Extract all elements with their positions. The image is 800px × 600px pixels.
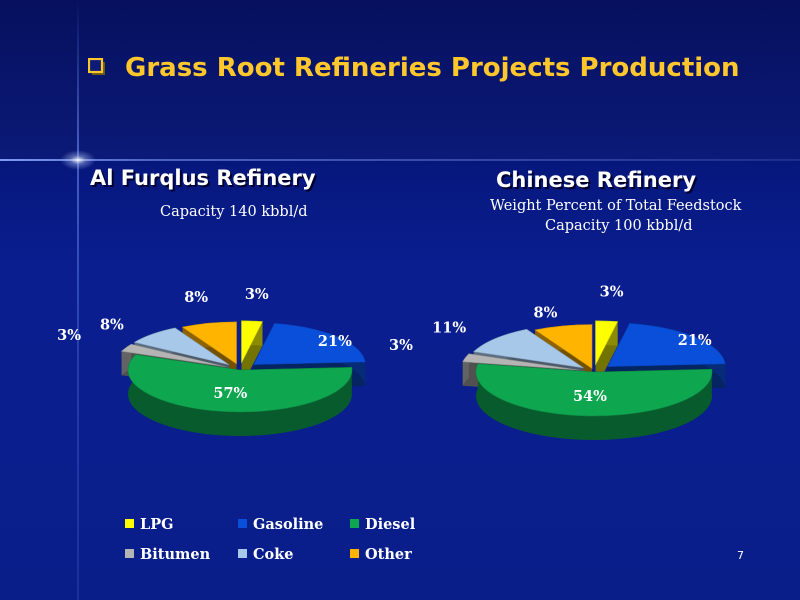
data-label-coke: 11% bbox=[432, 320, 466, 337]
legend-swatch-lpg bbox=[125, 519, 134, 528]
legend-swatch-diesel bbox=[350, 519, 359, 528]
chart-subtitle-chinese-line2: Capacity 100 kbbl/d bbox=[545, 218, 693, 234]
data-label-coke: 8% bbox=[100, 316, 124, 333]
header-band bbox=[0, 0, 800, 160]
data-label-lpg: 3% bbox=[600, 283, 624, 300]
pie-slice-diesel bbox=[475, 363, 713, 440]
decor-horizontal-line bbox=[0, 159, 800, 161]
legend-label: LPG bbox=[140, 516, 174, 533]
checkbox-bullet-icon bbox=[88, 58, 105, 75]
legend-label: Bitumen bbox=[140, 546, 211, 563]
slide-title: Grass Root Refineries Projects Productio… bbox=[125, 53, 740, 83]
data-label-bitumen: 3% bbox=[57, 327, 81, 344]
data-label-diesel: 57% bbox=[213, 385, 247, 402]
decor-sparkle bbox=[60, 150, 96, 170]
legend-item-lpg: LPG bbox=[125, 516, 173, 533]
legend-swatch-other bbox=[350, 549, 359, 558]
data-label-diesel: 54% bbox=[573, 388, 607, 405]
legend-label: Coke bbox=[253, 546, 294, 563]
legend-swatch-gasoline bbox=[238, 519, 247, 528]
page-number: 7 bbox=[737, 549, 744, 562]
data-label-lpg: 3% bbox=[245, 286, 269, 303]
data-label-other: 8% bbox=[184, 289, 208, 306]
legend-label: Other bbox=[365, 546, 412, 563]
chart-title-chinese: Chinese Refinery bbox=[496, 168, 697, 192]
data-label-gasoline: 21% bbox=[318, 333, 352, 350]
pie-slice-diesel bbox=[127, 354, 353, 436]
data-label-bitumen: 3% bbox=[389, 337, 413, 354]
legend-item-gasoline: Gasoline bbox=[238, 516, 323, 533]
legend-item-other: Other bbox=[350, 546, 412, 563]
pie-chart-chinese: 3% 21% 54% 3% 11% 8% bbox=[389, 283, 726, 440]
chart-title-al-furqlus: Al Furqlus Refinery bbox=[90, 166, 316, 190]
decor-vertical-line bbox=[77, 0, 79, 600]
legend-label: Diesel bbox=[365, 516, 416, 533]
data-label-other: 8% bbox=[534, 305, 558, 322]
pie-chart-al-furqlus: 3% 21% 57% 3% 8% 8% bbox=[57, 286, 366, 436]
legend-item-diesel: Diesel bbox=[350, 516, 415, 533]
data-label-gasoline: 21% bbox=[678, 332, 712, 349]
legend-item-bitumen: Bitumen bbox=[125, 546, 210, 563]
legend-swatch-coke bbox=[238, 549, 247, 558]
legend-label: Gasoline bbox=[253, 516, 324, 533]
legend-swatch-bitumen bbox=[125, 549, 134, 558]
legend-item-coke: Coke bbox=[238, 546, 293, 563]
chart-subtitle-chinese-line1: Weight Percent of Total Feedstock bbox=[490, 198, 742, 214]
chart-subtitle-al-furqlus: Capacity 140 kbbl/d bbox=[160, 204, 308, 220]
